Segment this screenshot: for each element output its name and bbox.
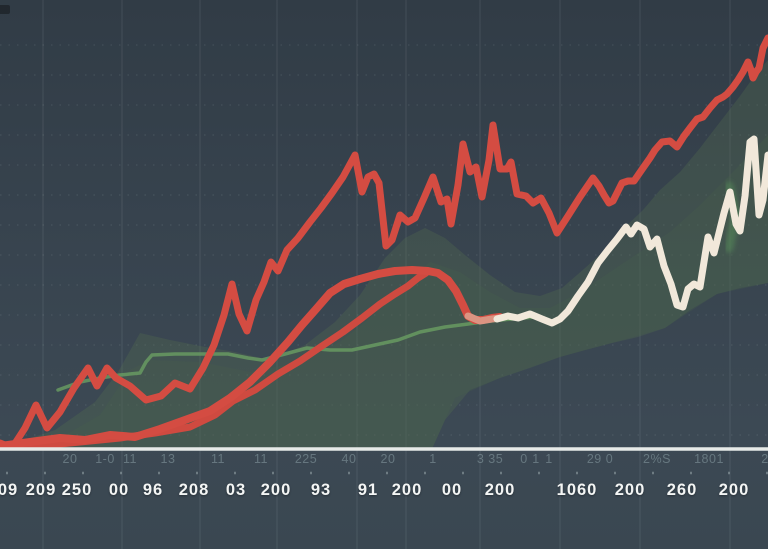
x-axis-label: 96 (142, 481, 164, 499)
x-axis-faint-label: 40 (341, 452, 357, 466)
x-axis-label: 93 (310, 481, 332, 499)
x-axis-faint-label: 1 (545, 452, 553, 466)
x-axis-faint-label: 1 (532, 452, 540, 466)
corner-mark (0, 5, 10, 14)
x-axis-label: 00 (441, 481, 463, 499)
x-axis-label: 200 (391, 481, 423, 499)
x-axis-faint-label: 1 (429, 452, 437, 466)
x-axis-faint-label: 11 (123, 452, 137, 466)
x-axis-faint-label: 20 (380, 452, 396, 466)
red-main-line (0, 34, 768, 449)
x-axis-label: 209 (25, 481, 57, 499)
cream-line (493, 135, 768, 327)
x-axis-label: 200 (718, 481, 750, 499)
x-axis-faint-label: 1-0 (95, 452, 115, 466)
x-axis-faint-label: 1801 (694, 452, 724, 466)
x-axis-label: 260 (666, 481, 698, 499)
x-axis-faint-label: 225 (294, 452, 318, 466)
series-group (0, 34, 768, 449)
x-axis-label: 250 (61, 481, 93, 499)
x-axis-label: 03 (225, 481, 247, 499)
x-axis (0, 447, 768, 475)
x-axis-faint-label: 2 (761, 452, 768, 466)
x-axis-label: 09 (0, 481, 19, 499)
x-axis-label: 1060 (556, 481, 598, 499)
x-axis-faint-label: 13 (160, 452, 176, 466)
x-axis-faint-label: 20 (62, 452, 78, 466)
x-axis-label: 208 (178, 481, 210, 499)
x-axis-faint-row: 20 1-0 11 13 11 11 225 40 20 1 3 35 0 1 … (0, 452, 768, 468)
x-axis-label: 00 (108, 481, 130, 499)
x-axis-faint-label: 11 (211, 452, 225, 466)
x-axis-faint-label: 11 (254, 452, 268, 466)
x-axis-label: 200 (260, 481, 292, 499)
x-axis-faint-label: 0 (520, 452, 528, 466)
x-axis-label: 200 (484, 481, 516, 499)
x-axis-faint-label: 2%S (643, 452, 671, 466)
x-axis-faint-label: 3 35 (476, 452, 504, 466)
red-mid-line (0, 266, 504, 449)
x-axis-label: 200 (614, 481, 646, 499)
x-axis-bold-row: 09 209 250 00 96 208 03 200 93 91 200 00… (0, 481, 768, 503)
x-axis-label: 91 (357, 481, 379, 499)
x-axis-faint-label: 29 0 (586, 452, 614, 466)
area-main (0, 60, 768, 449)
